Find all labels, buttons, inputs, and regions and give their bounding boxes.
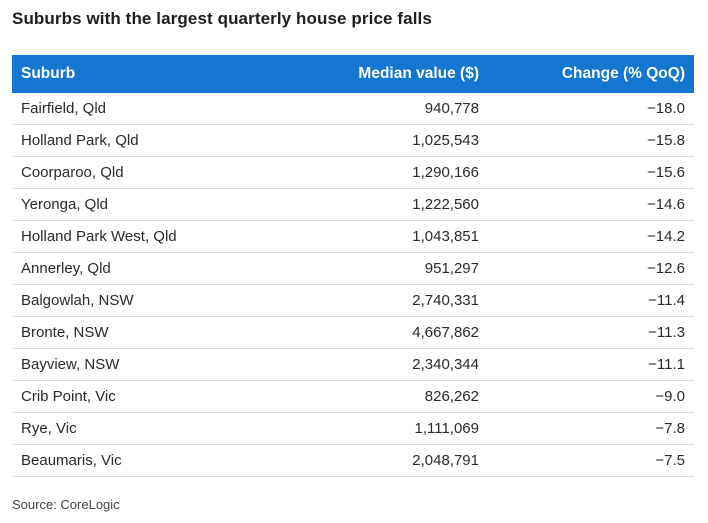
column-header-median-value: Median value ($)	[358, 65, 479, 82]
data-table: Suburb Median value ($) Change (% QoQ) F…	[12, 55, 694, 477]
suburb-cell: Crib Point, Vic	[21, 388, 116, 405]
table-row: Coorparoo, Qld 1,290,166 −15.6	[12, 157, 694, 189]
suburb-cell: Bronte, NSW	[21, 324, 109, 341]
change-cell: −7.5	[655, 452, 685, 469]
change-cell: −15.6	[647, 164, 685, 181]
table-header: Suburb Median value ($) Change (% QoQ)	[12, 55, 694, 93]
table-row: Yeronga, Qld 1,222,560 −14.6	[12, 189, 694, 221]
table-row: Holland Park West, Qld 1,043,851 −14.2	[12, 221, 694, 253]
suburb-cell: Holland Park, Qld	[21, 132, 139, 149]
median-value-cell: 1,043,851	[412, 228, 479, 245]
table-row: Balgowlah, NSW 2,740,331 −11.4	[12, 285, 694, 317]
change-cell: −11.3	[648, 324, 685, 341]
change-cell: −11.1	[648, 356, 685, 373]
median-value-cell: 1,222,560	[412, 196, 479, 213]
median-value-cell: 826,262	[424, 388, 479, 405]
suburb-cell: Coorparoo, Qld	[21, 164, 124, 181]
median-value-cell: 1,111,069	[414, 420, 479, 437]
suburb-cell: Annerley, Qld	[21, 260, 111, 277]
column-header-suburb: Suburb	[21, 65, 76, 82]
column-header-change: Change (% QoQ)	[561, 65, 685, 82]
page-title: Suburbs with the largest quarterly house…	[12, 9, 432, 28]
table-row: Beaumaris, Vic 2,048,791 −7.5	[12, 445, 694, 477]
median-value-cell: 2,340,344	[412, 356, 479, 373]
table-row: Fairfield, Qld 940,778 −18.0	[12, 93, 694, 125]
median-value-cell: 1,290,166	[412, 164, 479, 181]
table-row: Rye, Vic 1,111,069 −7.8	[12, 413, 694, 445]
source-note: Source: CoreLogic	[12, 497, 120, 512]
suburb-cell: Rye, Vic	[21, 420, 77, 437]
median-value-cell: 2,048,791	[412, 452, 479, 469]
change-cell: −12.6	[647, 260, 685, 277]
suburb-cell: Balgowlah, NSW	[21, 292, 134, 309]
suburb-cell: Bayview, NSW	[21, 356, 120, 373]
median-value-cell: 951,297	[424, 260, 479, 277]
suburb-cell: Beaumaris, Vic	[21, 452, 122, 469]
suburb-cell: Holland Park West, Qld	[21, 228, 177, 245]
median-value-cell: 4,667,862	[412, 324, 479, 341]
change-cell: −18.0	[647, 100, 685, 117]
table-row: Annerley, Qld 951,297 −12.6	[12, 253, 694, 285]
median-value-cell: 1,025,543	[412, 132, 479, 149]
change-cell: −14.2	[647, 228, 685, 245]
suburb-cell: Yeronga, Qld	[21, 196, 109, 213]
change-cell: −7.8	[655, 420, 685, 437]
table-row: Bronte, NSW 4,667,862 −11.3	[12, 317, 694, 349]
change-cell: −14.6	[647, 196, 685, 213]
suburb-cell: Fairfield, Qld	[21, 100, 107, 117]
change-cell: −9.0	[655, 388, 685, 405]
median-value-cell: 940,778	[424, 100, 479, 117]
table-row: Crib Point, Vic 826,262 −9.0	[12, 381, 694, 413]
median-value-cell: 2,740,331	[412, 292, 479, 309]
table-row: Bayview, NSW 2,340,344 −11.1	[12, 349, 694, 381]
change-cell: −11.4	[648, 292, 685, 309]
table-row: Holland Park, Qld 1,025,543 −15.8	[12, 125, 694, 157]
change-cell: −15.8	[647, 132, 685, 149]
